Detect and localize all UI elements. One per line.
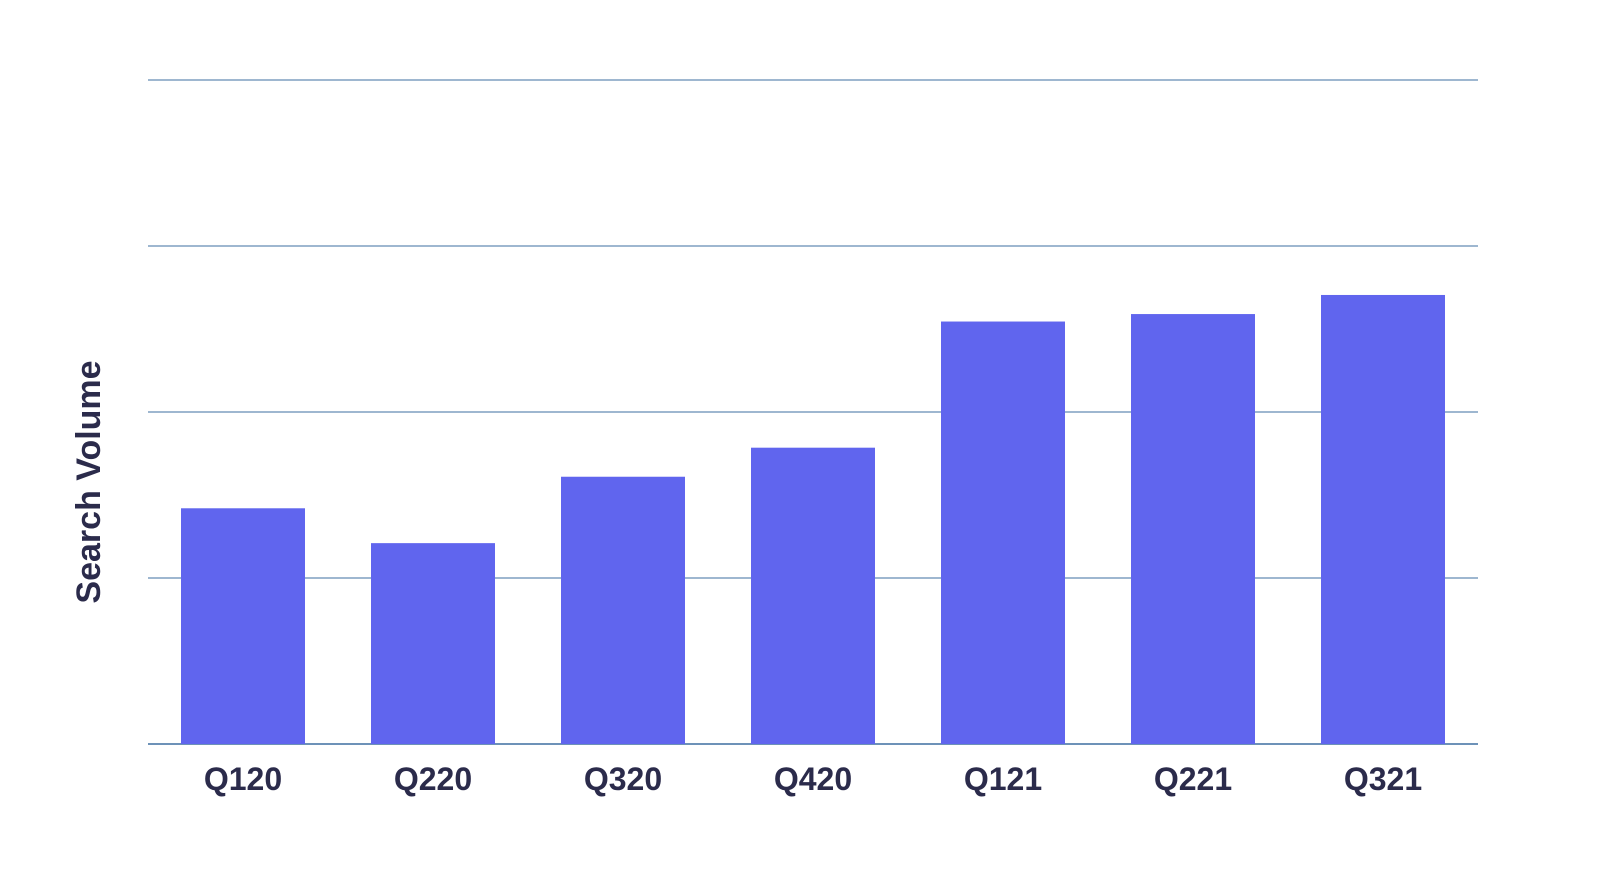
bar-q220 [371,543,495,744]
bars [181,294,1445,744]
x-tick-label: Q120 [204,761,282,797]
x-axis-tick-labels: Q120 Q220 Q320 Q420 Q121 Q221 Q321 [204,761,1422,797]
bar-q420 [751,447,875,744]
bar-q321 [1321,294,1445,744]
x-tick-label: Q221 [1154,761,1232,797]
bar-q121 [941,321,1065,744]
x-tick-label: Q420 [774,761,852,797]
x-tick-label: Q121 [964,761,1042,797]
y-axis-label: Search Volume [70,360,108,603]
x-tick-label: Q321 [1344,761,1422,797]
bar-q320 [561,476,685,744]
bar-q120 [181,508,305,744]
x-tick-label: Q320 [584,761,662,797]
x-tick-label: Q220 [394,761,472,797]
bar-q221 [1131,314,1255,744]
